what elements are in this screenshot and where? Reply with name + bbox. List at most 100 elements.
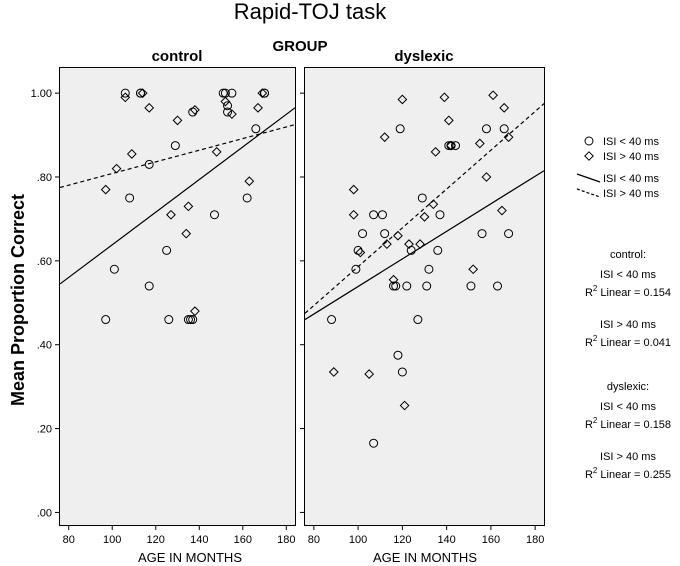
x-tick-label-control: 180	[277, 534, 295, 546]
point-isi-lt-40-control	[223, 101, 233, 111]
point-isi-lt-40-dyslexic	[369, 210, 379, 220]
point-isi-gt-40-dyslexic	[364, 369, 375, 379]
point-isi-gt-40-control	[253, 102, 263, 113]
point-isi-lt-40-control	[120, 88, 130, 98]
x-tick-label-control: 140	[190, 534, 208, 546]
x-tick-label-dyslexic: 100	[349, 534, 367, 546]
point-isi-gt-40-dyslexic	[399, 400, 410, 411]
point-isi-lt-40-dyslexic	[327, 315, 337, 325]
point-isi-gt-40-dyslexic	[404, 239, 414, 249]
point-isi-gt-40-control	[220, 96, 231, 107]
fit-line-isi-lt-40-dyslexic	[304, 170, 545, 321]
legend-label: ISI > 40 ms	[603, 188, 659, 200]
point-isi-gt-40-dyslexic	[430, 146, 441, 157]
panel-control-area	[59, 67, 296, 526]
point-isi-gt-40-dyslexic	[355, 247, 366, 258]
point-isi-lt-40-control	[188, 315, 198, 325]
legend: ISI < 40 ms ISI > 40 ms ISI < 40 ms ISI > 4…	[576, 136, 659, 200]
x-tick-label-dyslexic: 80	[308, 534, 320, 546]
point-isi-lt-40-control	[162, 245, 172, 255]
point-isi-lt-40-dyslexic	[395, 124, 405, 134]
point-isi-lt-40-dyslexic	[393, 350, 403, 360]
legend-label: ISI < 40 ms	[603, 136, 659, 148]
point-isi-gt-40-dyslexic	[439, 92, 450, 103]
point-isi-lt-40-control	[101, 315, 111, 325]
point-isi-lt-40-control	[144, 281, 154, 291]
facet-group-title: GROUP	[272, 38, 327, 55]
point-isi-gt-40-dyslexic	[415, 239, 425, 249]
x-tick-label-control: 160	[234, 534, 252, 546]
panel-dyslexic-area	[304, 67, 545, 526]
point-isi-gt-40-control	[226, 109, 237, 120]
y-tick-label: 1.00	[31, 88, 52, 100]
x-tick-label-dyslexic: 160	[482, 534, 500, 546]
point-isi-lt-40-dyslexic	[435, 210, 445, 220]
stats-entry-label: ISI < 40 ms	[600, 269, 656, 281]
point-isi-lt-40-dyslexic	[417, 193, 427, 203]
x-tick-label-control: 120	[147, 534, 165, 546]
point-isi-lt-40-dyslexic	[424, 264, 434, 274]
point-isi-gt-40-dyslexic	[348, 184, 359, 195]
y-axis-label: Mean Proportion Correct	[8, 194, 28, 406]
point-isi-gt-40-control	[183, 201, 194, 212]
point-isi-lt-40-dyslexic	[433, 245, 443, 255]
x-tick-label-control: 80	[63, 534, 75, 546]
fit-line-isi-gt-40-dyslexic	[304, 103, 545, 314]
stats-r2-value: R2 Linear = 0.154	[585, 284, 671, 299]
point-isi-lt-40-control	[209, 210, 219, 220]
point-isi-gt-40-control	[166, 209, 176, 220]
point-isi-gt-40-dyslexic	[488, 90, 499, 101]
point-isi-lt-40-dyslexic	[369, 438, 379, 448]
point-isi-lt-40-dyslexic	[358, 229, 368, 239]
point-isi-lt-40-control	[136, 88, 146, 98]
point-isi-gt-40-control	[244, 176, 255, 187]
point-isi-gt-40-control	[189, 306, 200, 317]
stats-group: dyslexic: ISI < 40 ms R2 Linear = 0.158 ISI…	[585, 381, 671, 481]
point-isi-gt-40-dyslexic	[428, 199, 439, 210]
point-isi-lt-40-control	[223, 107, 233, 117]
point-isi-lt-40-control	[183, 315, 193, 325]
point-isi-gt-40-dyslexic	[497, 205, 507, 216]
point-isi-lt-40-control	[186, 315, 196, 325]
point-isi-gt-40-dyslexic	[503, 132, 514, 143]
point-isi-lt-40-control	[260, 88, 270, 98]
stats-group-label: control:	[610, 249, 646, 261]
fit-line-isi-gt-40-control	[59, 124, 296, 189]
y-tick-label: .60	[37, 256, 52, 268]
legend-dashed-line-icon	[576, 188, 601, 198]
chart-marks: 80 100 120 140 160 180 .00 .20 .40 .60 .80 1.00 80 10…	[31, 88, 545, 546]
x-axis-label-dyslexic: AGE IN MONTHS	[373, 550, 477, 565]
panel-dyslexic-marks: 80 100 120 140 160 180	[300, 90, 545, 546]
point-isi-lt-40-dyslexic	[481, 124, 491, 134]
point-isi-gt-40-control	[144, 102, 155, 113]
x-tick-label-dyslexic: 140	[437, 534, 455, 546]
chart-title: Rapid-TOJ task	[234, 0, 387, 24]
point-isi-gt-40-control	[126, 149, 137, 159]
point-isi-lt-40-dyslexic	[499, 124, 509, 134]
point-isi-gt-40-dyslexic	[481, 172, 492, 182]
point-isi-lt-40-control	[125, 193, 135, 203]
point-isi-gt-40-dyslexic	[499, 102, 510, 113]
legend-label: ISI < 40 ms	[603, 173, 659, 185]
point-isi-gt-40-dyslexic	[393, 230, 403, 241]
y-tick-label: .80	[37, 172, 52, 184]
point-isi-lt-40-dyslexic	[380, 229, 390, 239]
point-isi-gt-40-control	[137, 88, 148, 99]
point-isi-gt-40-control	[172, 115, 183, 126]
point-isi-lt-40-dyslexic	[450, 141, 460, 151]
point-isi-lt-40-dyslexic	[477, 229, 487, 239]
point-isi-gt-40-dyslexic	[381, 239, 392, 249]
point-isi-gt-40-dyslexic	[474, 138, 485, 149]
y-tick-label: .40	[37, 340, 52, 352]
point-isi-gt-40-control	[120, 92, 131, 103]
point-isi-gt-40-control	[189, 105, 200, 115]
panel-dyslexic-title: dyslexic	[394, 48, 453, 65]
point-isi-lt-40-dyslexic	[444, 141, 454, 151]
point-isi-lt-40-dyslexic	[402, 281, 412, 291]
point-isi-lt-40-dyslexic	[389, 281, 399, 291]
panel-control-title: control	[152, 48, 203, 65]
point-isi-gt-40-control	[257, 88, 268, 99]
stats-entry-label: ISI < 40 ms	[600, 401, 656, 413]
point-isi-lt-40-control	[227, 88, 237, 98]
y-tick-label: .00	[37, 507, 52, 519]
